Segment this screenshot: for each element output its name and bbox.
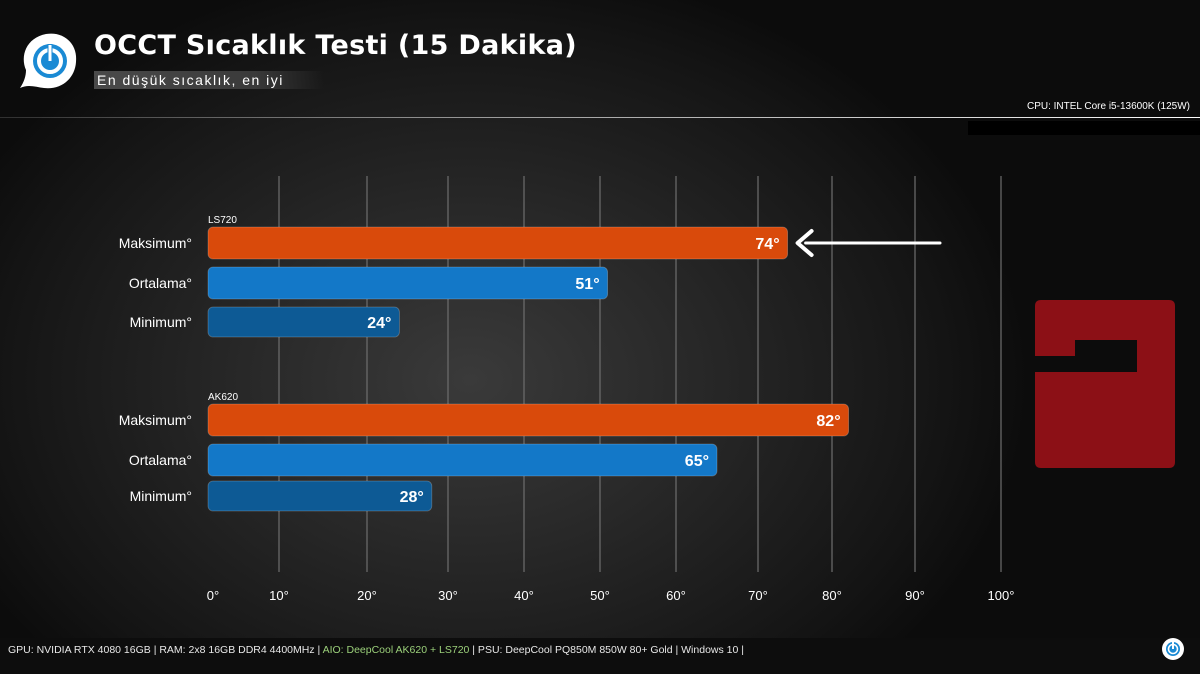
redaction-bar (968, 121, 1200, 135)
bar-min (207, 306, 400, 338)
x-tick-label: 50° (590, 588, 610, 603)
system-specs: GPU: NVIDIA RTX 4080 16GB | RAM: 2x8 16G… (8, 644, 744, 656)
bar-value-label: 28° (400, 489, 424, 506)
power-logo-icon (20, 33, 77, 89)
bar-value-label: 74° (755, 236, 779, 253)
header: OCCT Sıcaklık Testi (15 Dakika) En düşük… (0, 0, 1200, 118)
category-label: Ortalama° (129, 452, 192, 468)
specs-aio: AIO: DeepCool AK620 + LS720 (322, 644, 470, 656)
bar-value-label: 82° (816, 413, 840, 430)
bar-min (207, 480, 433, 512)
x-tick-label: 30° (438, 588, 458, 603)
category-label: Minimum° (130, 314, 192, 330)
bar-value-label: 51° (575, 276, 599, 293)
x-tick-label: 70° (748, 588, 768, 603)
page-subtitle: En düşük sıcaklık, en iyi (94, 71, 324, 89)
cpu-info: CPU: INTEL Core i5-13600K (125W) (1026, 101, 1190, 112)
x-tick-label: 90° (905, 588, 925, 603)
category-label: Minimum° (130, 488, 192, 504)
bar-value-label: 24° (367, 315, 391, 332)
x-tick-label: 0° (207, 588, 219, 603)
x-tick-label: 10° (269, 588, 289, 603)
group-label: LS720 (208, 215, 237, 226)
page-title: OCCT Sıcaklık Testi (15 Dakika) (94, 30, 577, 61)
bar-max (207, 403, 849, 437)
specs-part-1: GPU: NVIDIA RTX 4080 16GB | RAM: 2x8 16G… (8, 644, 323, 656)
category-label: Maksimum° (119, 412, 192, 428)
footer (0, 638, 1200, 674)
footer-power-icon (1162, 638, 1184, 660)
annotation-arrow-head (795, 229, 814, 257)
brand-logo-icon (1035, 300, 1175, 468)
category-label: Ortalama° (129, 275, 192, 291)
group-label: AK620 (208, 392, 238, 403)
category-label: Maksimum° (119, 235, 192, 251)
x-tick-label: 60° (666, 588, 686, 603)
x-tick-label: 100° (988, 588, 1015, 603)
x-tick-label: 20° (357, 588, 377, 603)
header-divider (0, 117, 1200, 118)
x-tick-label: 40° (514, 588, 534, 603)
bar-avg (207, 266, 609, 300)
specs-part-2: | PSU: DeepCool PQ850M 850W 80+ Gold | W… (469, 644, 744, 656)
x-tick-label: 80° (822, 588, 842, 603)
bar-max (207, 226, 788, 260)
bar-value-label: 65° (685, 453, 709, 470)
bar-avg (207, 443, 718, 477)
